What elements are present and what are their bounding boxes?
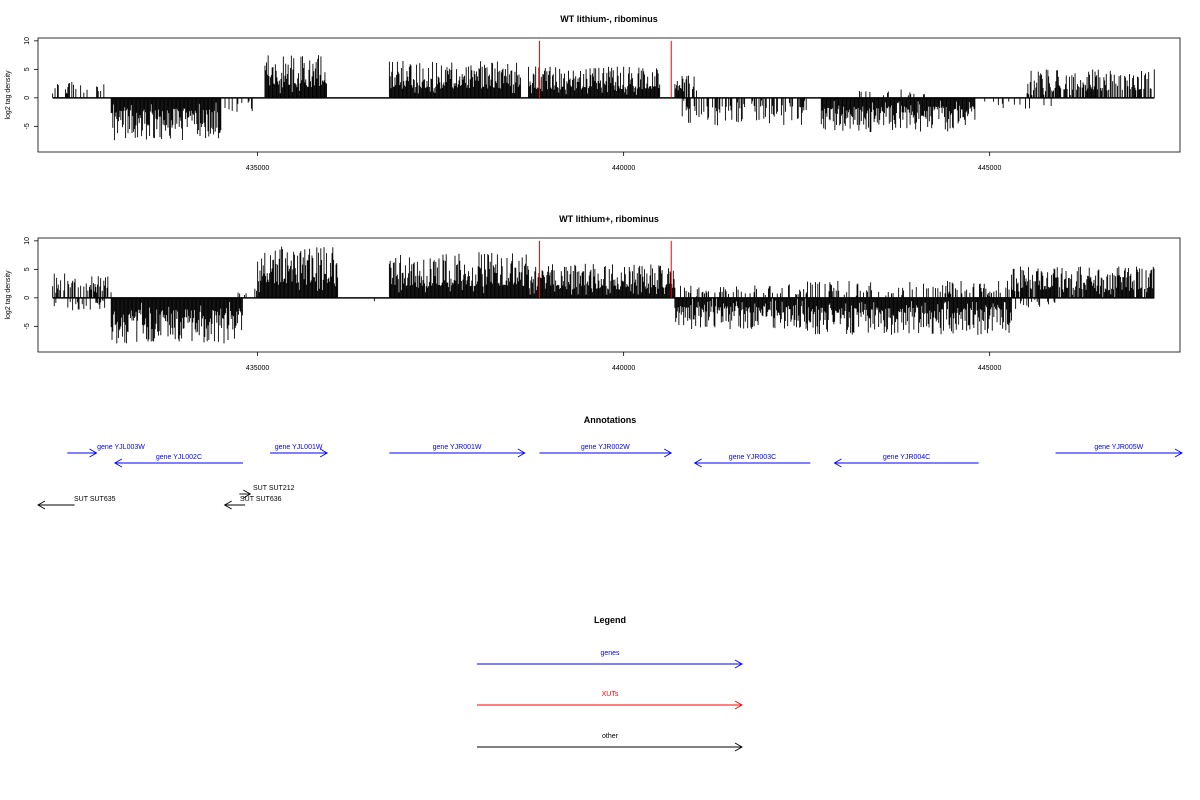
density-bars	[52, 246, 1155, 344]
legend: Legend genes XUTs other	[477, 615, 743, 752]
arrowhead-right-icon	[1174, 448, 1183, 458]
annotation-feature: gene YJR004C	[833, 454, 979, 468]
panel-title: WT lithium-, ribominus	[560, 14, 658, 24]
legend-label: XUTs	[602, 691, 619, 698]
feature-label: gene YJR003C	[729, 454, 776, 461]
feature-label: SUT SUT635	[74, 496, 116, 503]
y-axis-label: log2 tag density	[5, 70, 12, 120]
plot-frame	[37, 237, 1181, 353]
arrowhead-right-icon	[734, 700, 743, 710]
annotation-feature: gene YJR002W	[539, 444, 673, 458]
arrowhead-right-icon	[734, 659, 743, 669]
annotation-feature: gene YJL003W	[67, 444, 145, 458]
y-axis-label: log2 tag density	[5, 270, 12, 320]
arrowhead-left-icon	[833, 458, 842, 468]
y-tick-label: 5	[24, 267, 31, 271]
arrowhead-left-icon	[113, 458, 123, 468]
legend-label: genes	[600, 650, 620, 657]
annotation-feature: gene YJR003C	[693, 454, 811, 468]
feature-label: SUT SUT212	[253, 485, 295, 492]
y-tick-label: 10	[24, 37, 31, 45]
x-tick-label: 435000	[246, 165, 269, 172]
annotation-feature: SUT SUT635	[37, 496, 116, 510]
arrowhead-right-icon	[319, 448, 329, 458]
annotation-feature: SUT SUT212	[239, 485, 295, 499]
feature-label: gene YJR005W	[1094, 444, 1143, 451]
y-tick-label: 5	[24, 67, 31, 71]
legend-entry-genes: genes	[477, 650, 743, 669]
legend-label: other	[602, 733, 619, 740]
x-tick-label: 440000	[612, 365, 635, 372]
legend-entry-other: other	[477, 733, 743, 752]
arrowhead-left-icon	[693, 458, 702, 468]
arrowhead-right-icon	[664, 448, 673, 458]
arrowhead-right-icon	[517, 448, 526, 458]
arrowhead-right-icon	[243, 489, 252, 499]
plot-frame	[37, 37, 1181, 153]
annotation-feature: gene YJL001W	[270, 444, 329, 458]
annotation-feature: gene YJR005W	[1055, 444, 1183, 458]
feature-label: gene YJL002C	[156, 454, 202, 461]
feature-label: gene YJL003W	[97, 444, 145, 451]
legend-title: Legend	[594, 615, 626, 625]
feature-label: gene YJR002W	[581, 444, 630, 451]
panel-title: WT lithium+, ribominus	[559, 214, 659, 224]
y-tick-label: -5	[24, 323, 31, 329]
arrowhead-right-icon	[734, 742, 743, 752]
y-tick-label: 10	[24, 237, 31, 245]
arrowhead-left-icon	[37, 500, 46, 510]
arrowhead-right-icon	[89, 448, 98, 458]
y-tick-label: 0	[24, 296, 31, 300]
annotations-track: Annotations gene YJL003W gene YJL002C gene …	[37, 415, 1183, 510]
x-tick-label: 445000	[978, 165, 1001, 172]
feature-label: gene YJL001W	[275, 444, 323, 451]
annotation-feature: gene YJL002C	[113, 454, 243, 468]
feature-label: SUT SUT636	[240, 496, 282, 503]
track-panel-2: WT lithium+, ribominus log2 tag density -5…	[5, 214, 1181, 372]
feature-label: gene YJR004C	[883, 454, 930, 461]
x-tick-label: 445000	[978, 365, 1001, 372]
density-bars	[52, 55, 1155, 141]
arrowhead-left-icon	[223, 500, 232, 510]
y-tick-label: -5	[24, 123, 31, 129]
legend-entry-XUTs: XUTs	[477, 691, 743, 710]
y-tick-label: 0	[24, 96, 31, 100]
x-tick-label: 435000	[246, 365, 269, 372]
annotations-title: Annotations	[584, 415, 637, 425]
annotation-feature: SUT SUT636	[223, 496, 282, 510]
track-panel-1: WT lithium-, ribominus log2 tag density -5…	[5, 14, 1181, 172]
annotation-feature: gene YJR001W	[389, 444, 526, 458]
x-tick-label: 440000	[612, 165, 635, 172]
feature-label: gene YJR001W	[433, 444, 482, 451]
